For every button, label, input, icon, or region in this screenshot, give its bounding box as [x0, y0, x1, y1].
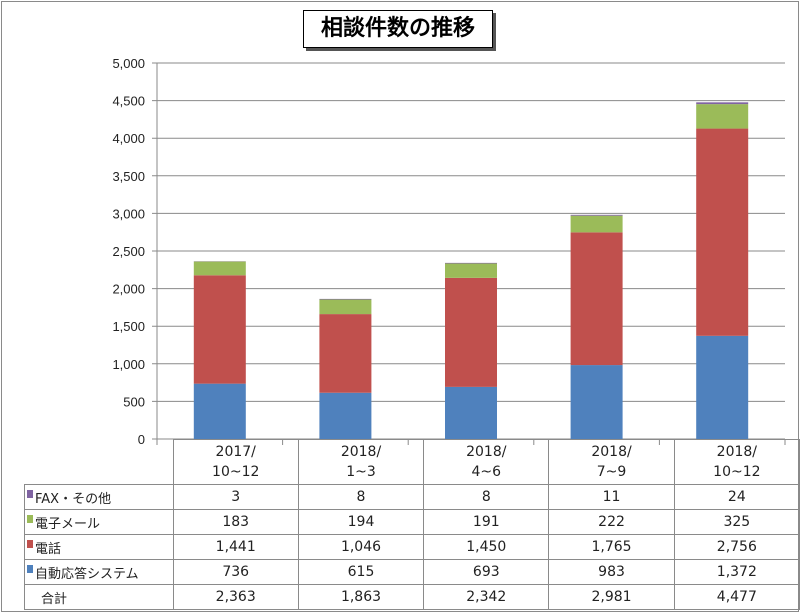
bar-segment: [570, 232, 623, 366]
data-value: 1,372: [673, 559, 800, 585]
bar-segment: [696, 104, 749, 129]
y-tick-label: 2,500: [112, 244, 145, 259]
total-label: 合計: [24, 584, 174, 610]
bar-segment: [696, 102, 749, 105]
data-value: 3: [172, 484, 299, 510]
category-label-line: 4~6: [471, 464, 502, 480]
bar-segment: [570, 214, 623, 216]
data-table: 2017/10~12 2018/1~3 2018/4~6 2018/7~9 2018/1…: [24, 439, 800, 610]
bar-segment: [319, 298, 372, 300]
table-header-row: 2017/10~12 2018/1~3 2018/4~6 2018/7~9 2018/1…: [24, 439, 800, 485]
chart-title: 相談件数の推移: [303, 10, 493, 48]
series-label: 自動応答システム: [24, 559, 174, 585]
table-corner: [24, 439, 174, 485]
bar-segment: [319, 299, 372, 315]
data-value: 983: [548, 559, 675, 585]
table-row-total: 合計 2,363 1,863 2,342 2,981 4,477: [24, 584, 800, 610]
category-label-line: 2018/: [340, 444, 382, 460]
bar-segment: [445, 262, 497, 264]
data-value: 615: [297, 559, 425, 585]
data-value: 183: [172, 509, 299, 535]
y-tick-label: 2,000: [112, 282, 145, 297]
category-label: 2018/1~3: [297, 439, 425, 485]
bar-segment: [193, 261, 246, 276]
bar-segment: [570, 215, 623, 233]
series-label: FAX・その他: [24, 484, 174, 510]
table-row: 電子メール 183 194 191 222 325: [24, 509, 800, 535]
data-value: 8: [297, 484, 425, 510]
total-value: 2,342: [423, 584, 550, 610]
y-tick-label: 3,500: [112, 169, 145, 184]
y-tick-label: 4,500: [112, 94, 145, 109]
category-label: 2018/4~6: [423, 439, 550, 485]
category-label-line: 10~12: [713, 464, 761, 480]
series-name: 電話: [35, 541, 62, 557]
category-label-line: 2018/: [466, 444, 507, 460]
y-tick-label: 5,000: [112, 56, 145, 71]
total-value: 2,363: [172, 584, 299, 610]
bar-segment: [445, 386, 497, 439]
data-value: 2,756: [673, 534, 800, 560]
y-tick-label: 1,000: [112, 357, 145, 372]
bar-segment: [696, 335, 749, 439]
series-name: 電子メール: [35, 516, 101, 532]
series-name: 自動応答システム: [35, 566, 139, 582]
y-tick-label: 4,000: [112, 131, 145, 146]
data-value: 736: [172, 559, 299, 585]
total-value: 1,863: [297, 584, 425, 610]
total-value: 4,477: [673, 584, 800, 610]
series-label: 電子メール: [24, 509, 174, 535]
legend-swatch: [27, 489, 33, 498]
category-label-line: 2017/: [215, 444, 256, 460]
bar-segment: [193, 383, 246, 439]
data-value: 11: [548, 484, 675, 510]
data-value: 8: [423, 484, 550, 510]
data-value: 24: [673, 484, 800, 510]
category-label-line: 2018/: [591, 444, 632, 460]
bar-segment: [445, 263, 497, 278]
data-value: 325: [673, 509, 800, 535]
legend-swatch: [27, 539, 33, 548]
series-name: FAX・その他: [35, 491, 112, 507]
bar-segment: [696, 128, 749, 336]
category-label: 2017/10~12: [172, 439, 299, 485]
category-label: 2018/10~12: [673, 439, 800, 485]
category-label-line: 1~3: [346, 464, 376, 480]
category-label: 2018/7~9: [548, 439, 675, 485]
bar-segment: [445, 277, 497, 387]
data-value: 194: [297, 509, 425, 535]
series-label: 電話: [24, 534, 174, 560]
table-row: 電話 1,441 1,046 1,450 1,765 2,756: [24, 534, 800, 560]
y-tick-label: 1,500: [112, 319, 145, 334]
bar-segment: [319, 392, 372, 439]
category-label-line: 10~12: [212, 464, 260, 480]
data-value: 1,450: [423, 534, 550, 560]
data-value: 1,765: [548, 534, 675, 560]
y-tick-label: 3,000: [112, 206, 145, 221]
legend-swatch: [27, 514, 33, 523]
total-value: 2,981: [548, 584, 675, 610]
bar-segment: [570, 365, 623, 439]
legend-swatch: [27, 564, 33, 573]
category-label-line: 2018/: [716, 444, 758, 460]
bar-segment: [319, 314, 372, 393]
data-value: 1,046: [297, 534, 425, 560]
data-value: 222: [548, 509, 675, 535]
table-row: FAX・その他 3 8 8 11 24: [24, 484, 800, 510]
data-value: 191: [423, 509, 550, 535]
data-value: 1,441: [172, 534, 299, 560]
category-label-line: 7~9: [596, 464, 627, 480]
data-value: 693: [423, 559, 550, 585]
table-row: 自動応答システム 736 615 693 983 1,372: [24, 559, 800, 585]
bar-segment: [193, 275, 246, 384]
y-tick-label: 500: [123, 394, 145, 409]
